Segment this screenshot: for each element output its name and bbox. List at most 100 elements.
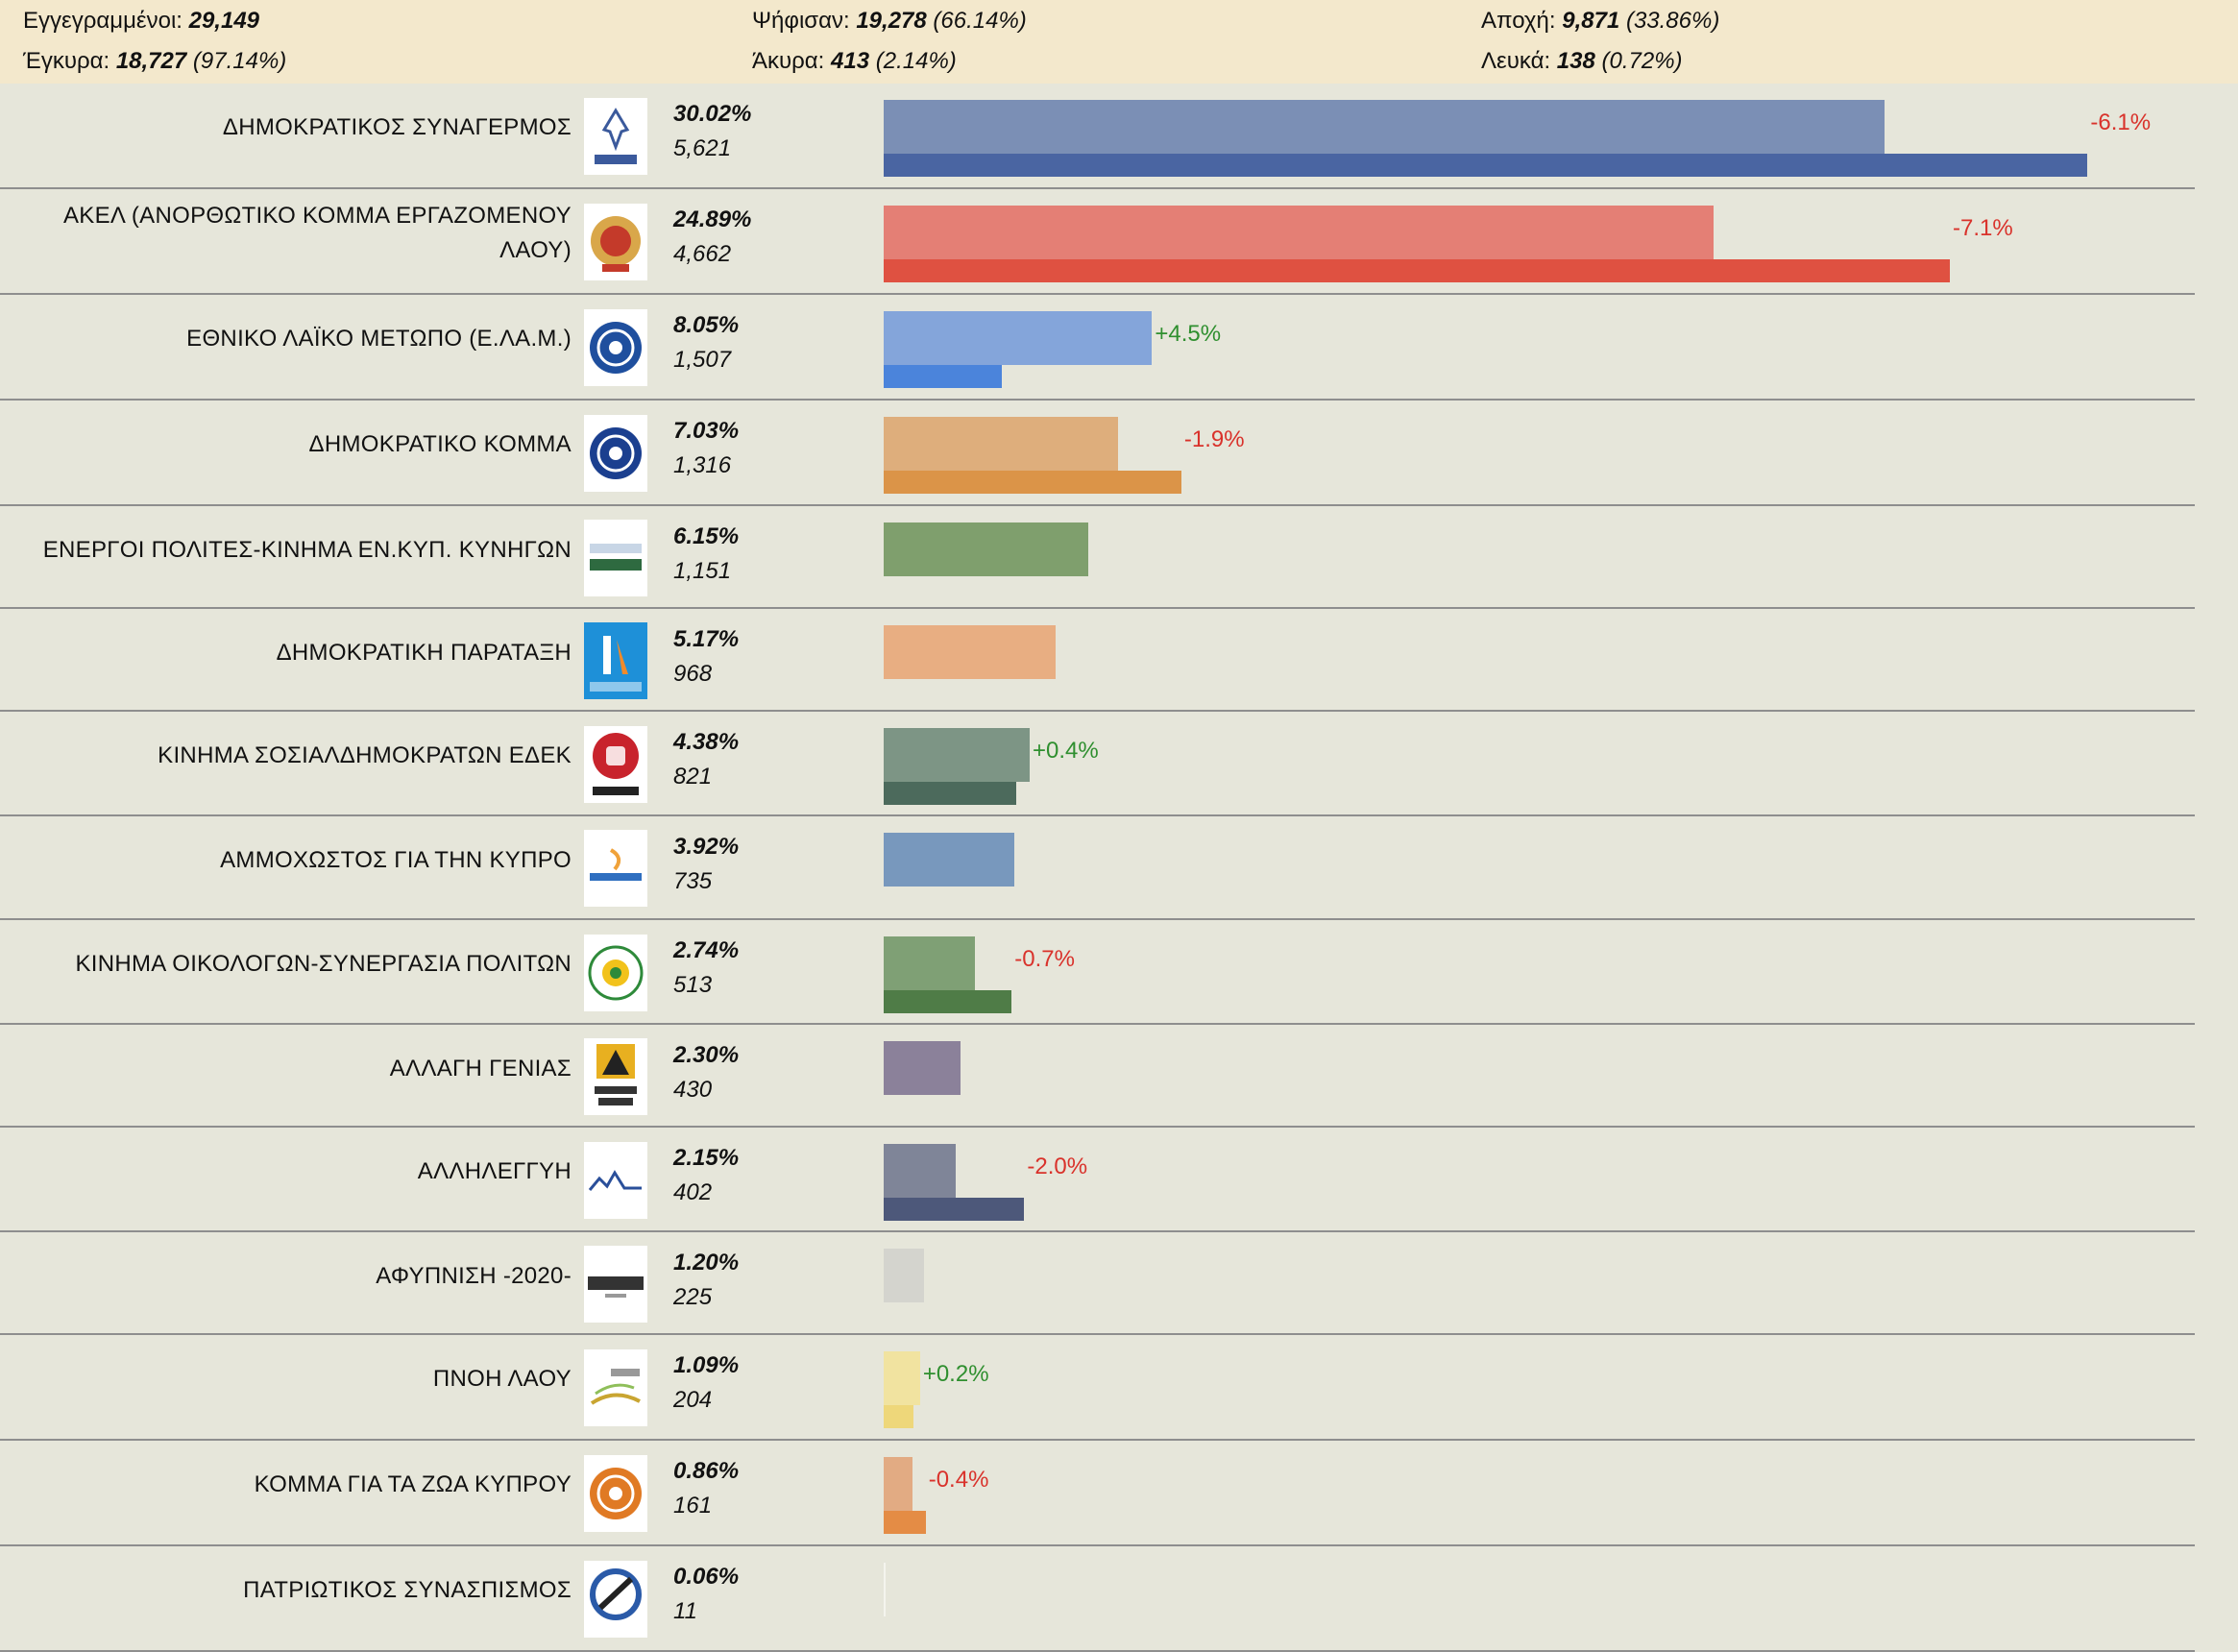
party-votes: 204 [673,1387,713,1413]
voted-pct: (66.14%) [933,8,1027,34]
result-change-label: +0.2% [922,1361,989,1387]
diko-circle-icon [584,415,647,492]
party-name: ΑΛΛΗΛΕΓΓΥΗ [14,1154,572,1189]
current-result-bar [884,625,1057,679]
previous-result-bar [884,365,1003,388]
current-result-bar [884,1457,912,1511]
result-change-label: -1.9% [1183,426,1245,452]
result-change-label: -7.1% [1953,215,2013,241]
party-votes: 821 [673,764,713,790]
party-name: ΑΚΕΛ (ΑΝΟΡΘΩΤΙΚΟ ΚΟΜΜΑ ΕΡΓΑΖΟΜΕΝΟΥ ΛΑΟΥ) [14,199,572,268]
party-name-line: ΠΝΟΗ ΛΑΟΥ [432,1366,572,1392]
elam-shield-icon [584,309,647,386]
result-change-label: -6.1% [2090,109,2152,135]
party-row: ΠΑΤΡΙΩΤΙΚΟΣ ΣΥΝΑΣΠΙΣΜΟΣ 0.06% 11 [0,1546,2195,1652]
party-name-line: ΠΑΤΡΙΩΤΙΚΟΣ ΣΥΝΑΣΠΙΣΜΟΣ [243,1577,572,1603]
party-row: ΑΚΕΛ (ΑΝΟΡΘΩΤΙΚΟ ΚΟΜΜΑ ΕΡΓΑΖΟΜΕΝΟΥ ΛΑΟΥ) 2… [0,189,2195,295]
previous-result-bar [884,1198,1025,1221]
party-name-line: ΚΟΜΜΑ ΓΙΑ ΤΑ ΖΩΑ ΚΥΠΡΟΥ [254,1471,572,1497]
party-votes: 513 [673,972,713,998]
party-row: ΑΛΛΑΓΗ ΓΕΝΙΑΣ 2.30% 430 [0,1025,2195,1128]
party-percentage: 7.03% [673,418,740,444]
current-result-bar [884,1351,920,1405]
party-votes: 1,316 [673,452,732,478]
registered-label: Εγγεγραμμένοι: [23,8,182,34]
party-name-line: ΑΚΕΛ (ΑΝΟΡΘΩΤΙΚΟ ΚΟΜΜΑ ΕΡΓΑΖΟΜΕΝΟΥ [62,203,572,229]
party-row: ΑΦΥΠΝΙΣΗ -2020- 1.20% 225 [0,1232,2195,1335]
party-name: ΑΦΥΠΝΙΣΗ -2020- [14,1259,572,1294]
blank-stat: Λευκά: 138 (0.72%) [1481,48,1683,75]
party-name-line: ΔΗΜΟΚΡΑΤΙΚΟΣ ΣΥΝΑΓΕΡΜΟΣ [222,114,572,140]
invalid-pct: (2.14%) [875,48,957,74]
party-percentage: 0.06% [673,1564,740,1590]
party-name: ΔΗΜΟΚΡΑΤΙΚΗ ΠΑΡΑΤΑΞΗ [14,636,572,670]
current-result-bar [884,100,1885,154]
patriotic-coalition-icon [584,1561,647,1638]
result-change-label: -2.0% [1027,1154,1088,1179]
previous-result-bar [884,154,2088,177]
party-name-line: ΕΝΕΡΓΟΙ ΠΟΛΙΤΕΣ-ΚΙΝΗΜΑ ΕΝ.ΚΥΠ. ΚΥΝΗΓΩΝ [42,537,572,563]
previous-result-bar [884,1405,913,1428]
party-row: ΚΟΜΜΑ ΓΙΑ ΤΑ ΖΩΑ ΚΥΠΡΟΥ 0.86% 161 -0.4% [0,1441,2195,1546]
party-name: ΚΙΝΗΜΑ ΟΙΚΟΛΟΓΩΝ-ΣΥΝΕΡΓΑΣΙΑ ΠΟΛΙΤΩΝ [14,947,572,982]
party-name: ΑΛΛΑΓΗ ΓΕΝΙΑΣ [14,1052,572,1086]
party-percentage: 30.02% [673,101,752,127]
blank-pct: (0.72%) [1601,48,1683,74]
party-percentage: 8.05% [673,312,740,338]
party-name-line: ΕΘΝΙΚΟ ΛΑΪΚΟ ΜΕΤΩΠΟ (Ε.ΛΑ.Μ.) [186,326,572,352]
party-name-line: ΑΛΛΗΛΕΓΓΥΗ [417,1158,572,1184]
party-votes: 4,662 [673,241,732,267]
current-result-bar [884,936,976,990]
party-votes: 430 [673,1077,713,1103]
abstention-label: Αποχή: [1481,8,1556,34]
party-name-line: ΚΙΝΗΜΑ ΟΙΚΟΛΟΓΩΝ-ΣΥΝΕΡΓΑΣΙΑ ΠΟΛΙΤΩΝ [75,951,572,977]
result-change-label: +0.4% [1032,738,1099,764]
party-row: ΔΗΜΟΚΡΑΤΙΚΟΣ ΣΥΝΑΓΕΡΜΟΣ 30.02% 5,621 -6.1% [0,84,2195,189]
party-percentage: 3.92% [673,834,740,860]
previous-result-bar [884,259,1951,282]
current-result-bar [884,728,1030,782]
current-result-bar [884,833,1015,887]
party-percentage: 2.74% [673,937,740,963]
party-row: ΠΝΟΗ ΛΑΟΥ 1.09% 204 +0.2% [0,1335,2195,1441]
active-citizens-icon [584,520,647,596]
animal-party-paw-icon [584,1455,647,1532]
party-votes: 1,507 [673,347,732,373]
results-summary: Εγγεγραμμένοι: 29,149 Ψήφισαν: 19,278 (6… [0,0,2238,84]
invalid-label: Άκυρα: [752,48,825,74]
valid-label: Έγκυρα: [23,48,110,74]
voted-label: Ψήφισαν: [752,8,850,34]
current-result-bar [884,417,1118,471]
edek-fist-icon [584,726,647,803]
registered-stat: Εγγεγραμμένοι: 29,149 [23,8,259,35]
party-name: ΔΗΜΟΚΡΑΤΙΚΟ ΚΟΜΜΑ [14,427,572,462]
party-name: ΠΝΟΗ ΛΑΟΥ [14,1362,572,1397]
party-votes: 968 [673,661,713,687]
akel-emblem-icon [584,204,647,280]
blank-label: Λευκά: [1481,48,1551,74]
result-change-label: -0.7% [1014,946,1075,972]
party-name: ΚΙΝΗΜΑ ΣΟΣΙΑΛΔΗΜΟΚΡΑΤΩΝ ΕΔΕΚ [14,739,572,773]
party-name: ΑΜΜΟΧΩΣΤΟΣ ΓΙΑ ΤΗΝ ΚΥΠΡΟ [14,843,572,878]
previous-result-bar [884,471,1181,494]
party-percentage: 0.86% [673,1458,740,1484]
party-name: ΚΟΜΜΑ ΓΙΑ ΤΑ ΖΩΑ ΚΥΠΡΟΥ [14,1468,572,1502]
solidarity-icon [584,1142,647,1219]
party-percentage: 4.38% [673,729,740,755]
ecologists-sun-icon [584,935,647,1011]
party-percentage: 6.15% [673,523,740,549]
party-row: ΚΙΝΗΜΑ ΣΟΣΙΑΛΔΗΜΟΚΡΑΤΩΝ ΕΔΕΚ 4.38% 821 +0.4… [0,712,2195,816]
party-name-line: ΔΗΜΟΚΡΑΤΙΚΟ ΚΟΜΜΑ [308,431,572,457]
party-name-line: ΑΛΛΑΓΗ ΓΕΝΙΑΣ [389,1056,572,1081]
current-result-bar [884,1249,924,1302]
breath-of-people-icon [584,1349,647,1426]
party-row: ΕΘΝΙΚΟ ΛΑΪΚΟ ΜΕΤΩΠΟ (Ε.ΛΑ.Μ.) 8.05% 1,507 +… [0,295,2195,401]
party-name: ΠΑΤΡΙΩΤΙΚΟΣ ΣΥΝΑΣΠΙΣΜΟΣ [14,1573,572,1608]
previous-result-bar [884,990,1012,1013]
abstention-pct: (33.86%) [1625,8,1720,34]
current-result-bar [884,522,1089,576]
party-votes: 1,151 [673,558,732,584]
valid-stat: Έγκυρα: 18,727 (97.14%) [23,48,286,75]
party-row: ΔΗΜΟΚΡΑΤΙΚΟ ΚΟΜΜΑ 7.03% 1,316 -1.9% [0,401,2195,506]
party-votes: 161 [673,1493,713,1518]
